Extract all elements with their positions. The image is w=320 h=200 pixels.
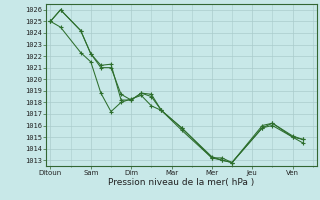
X-axis label: Pression niveau de la mer( hPa ): Pression niveau de la mer( hPa ) — [108, 178, 255, 187]
